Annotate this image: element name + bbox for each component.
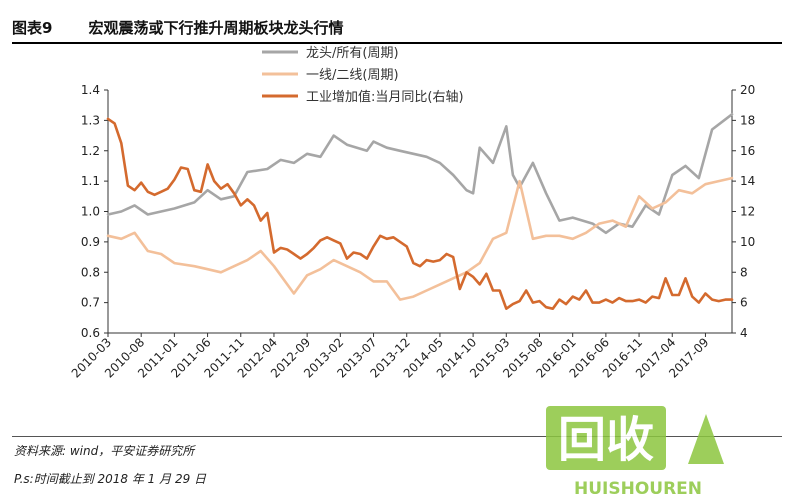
y-left-tick-label: 1.2	[81, 144, 100, 158]
figure-number: 图表9	[12, 18, 53, 37]
footer-divider	[12, 436, 782, 437]
source-note: 资料来源: wind，平安证券研究所	[14, 444, 195, 458]
y-right-tick-label: 12	[740, 205, 755, 219]
y-right-tick-label: 4	[740, 326, 748, 340]
y-right-tick-label: 8	[740, 265, 748, 279]
date-note: P.s:时间截止到 2018 年 1 月 29 日	[14, 472, 207, 486]
y-right-tick-label: 18	[740, 113, 755, 127]
watermark-subtext: HUISHOUREN	[574, 479, 702, 499]
y-right-tick-label: 10	[740, 235, 755, 249]
series-line-2	[106, 176, 734, 301]
y-right-tick-label: 6	[740, 296, 748, 310]
series-line-3	[106, 117, 734, 311]
y-right-tick-label: 16	[740, 144, 755, 158]
figure-title: 宏观震荡或下行推升周期板块龙头行情	[88, 18, 344, 37]
watermark-logo: 回收 HUISHOUREN	[546, 406, 724, 499]
legend-label-2: 一线/二线(周期)	[306, 68, 399, 83]
y-left-tick-label: 1.1	[81, 174, 100, 188]
figure-header: 图表9 宏观震荡或下行推升周期板块龙头行情	[12, 12, 782, 44]
y-left-tick-label: 1.3	[81, 113, 100, 127]
y-left-tick-label: 0.8	[81, 265, 100, 279]
y-left-tick-label: 0.7	[81, 296, 100, 310]
y-right-tick-label: 14	[740, 174, 755, 188]
y-left-tick-label: 1.4	[81, 83, 100, 97]
y-right-tick-label: 20	[740, 83, 755, 97]
leaf-icon	[688, 414, 724, 464]
y-left-tick-label: 1.0	[81, 205, 100, 219]
legend-label-3: 工业增加值:当月同比(右轴)	[306, 89, 464, 105]
series-line-1	[106, 113, 734, 235]
y-left-tick-label: 0.6	[81, 326, 100, 340]
y-left-tick-label: 0.9	[81, 235, 100, 249]
legend-label-1: 龙头/所有(周期)	[306, 46, 399, 61]
watermark-text: 回收	[558, 412, 654, 468]
